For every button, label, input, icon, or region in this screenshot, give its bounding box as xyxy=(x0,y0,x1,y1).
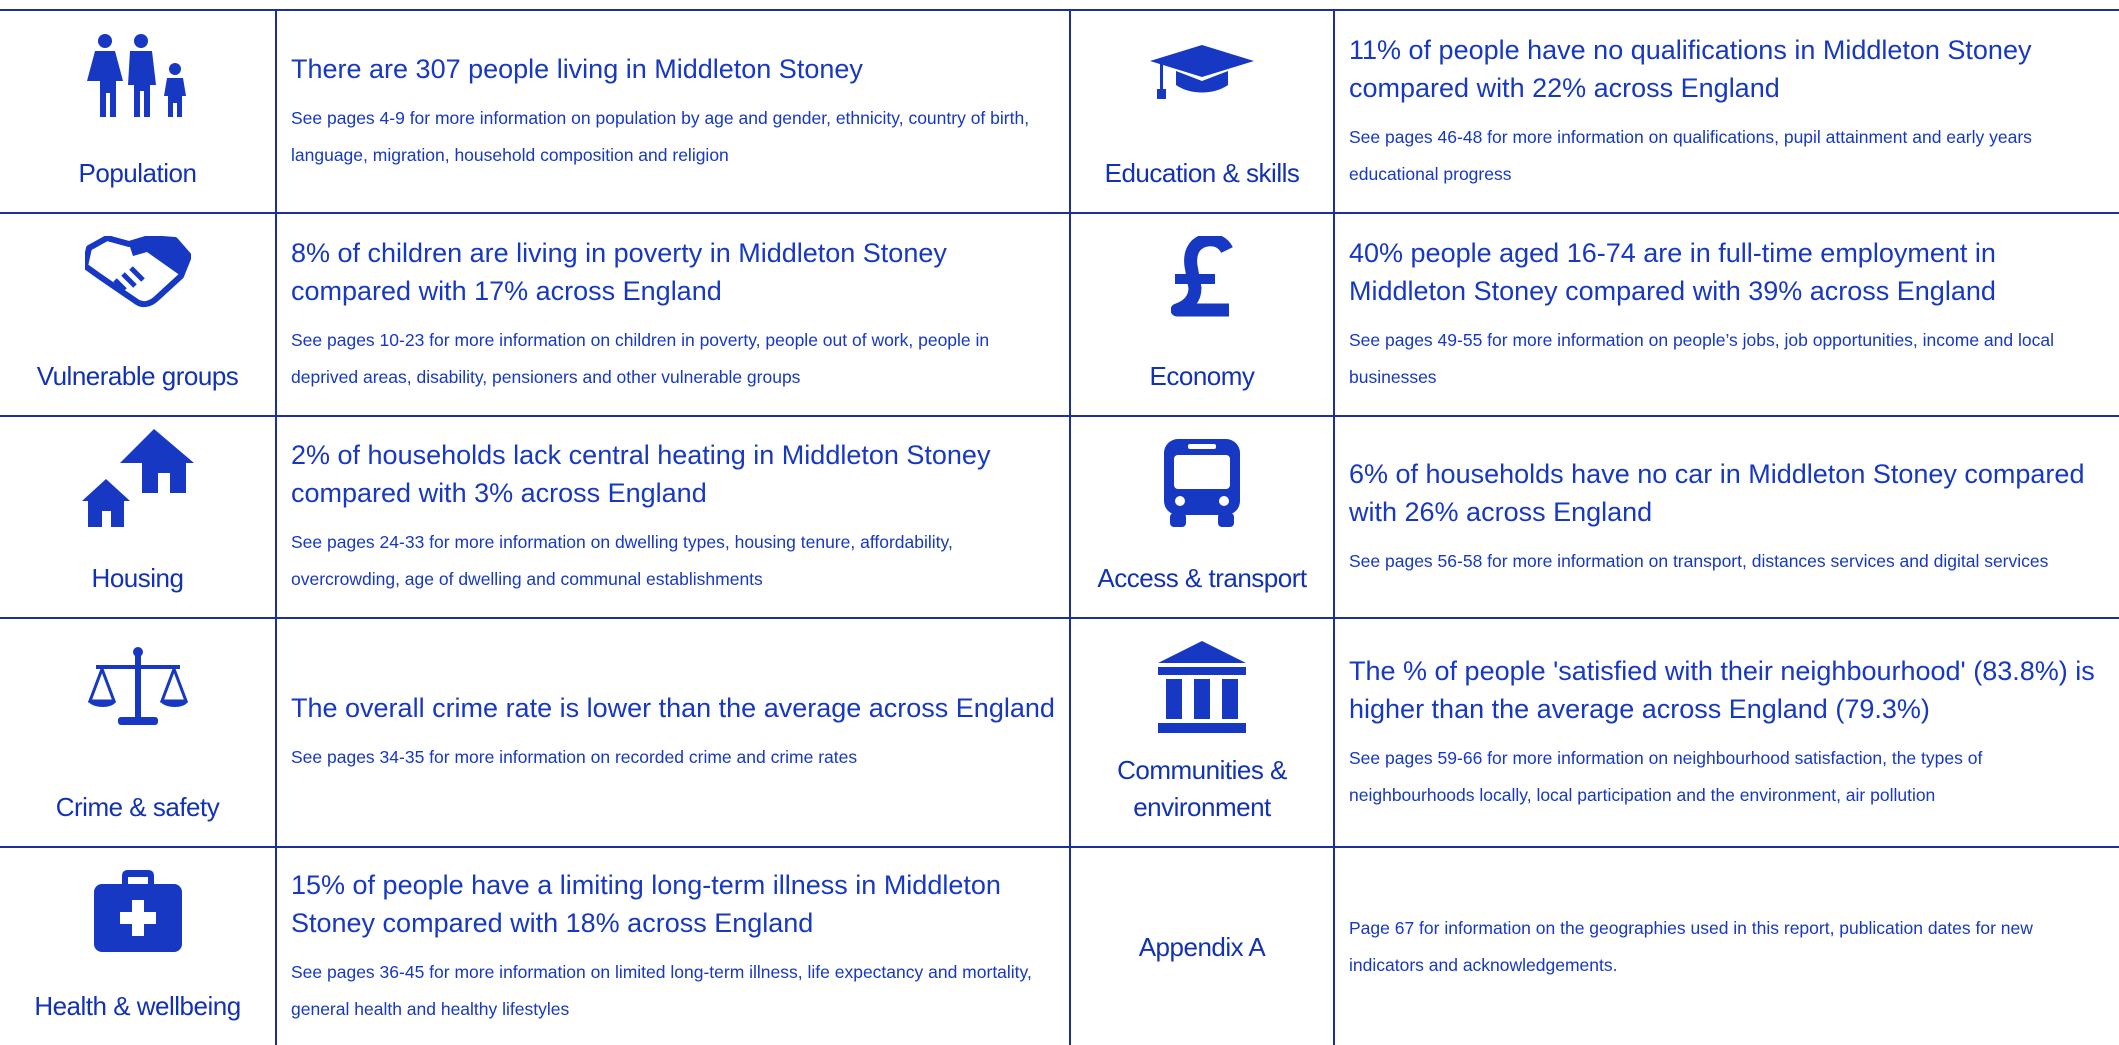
section-label: Economy xyxy=(1149,361,1255,391)
detail: See pages 46-48 for more information on … xyxy=(1349,126,2032,184)
bus-icon xyxy=(1164,439,1240,527)
section-label: Health & wellbeing xyxy=(34,991,241,1021)
icon-cell: Health & wellbeing xyxy=(0,848,277,1045)
handshake-icon xyxy=(84,236,191,308)
medical-icon xyxy=(93,870,182,952)
text-cell: 2% of households lack central heating in… xyxy=(277,417,1071,619)
detail: See pages 36-45 for more information on … xyxy=(291,961,1032,1019)
icon-cell: Communities & environment xyxy=(1071,619,1335,848)
section-label: Education & skills xyxy=(1104,158,1300,188)
section-label: Housing xyxy=(91,563,184,593)
icon-cell: Access & transport xyxy=(1071,417,1335,619)
detail: See pages 24-33 for more information on … xyxy=(291,532,953,589)
pound-icon xyxy=(1171,236,1233,317)
text-cell: There are 307 people living in Middleton… xyxy=(277,11,1071,214)
section-label: Communities & environment xyxy=(1117,755,1287,822)
icon-cell: Appendix A xyxy=(1071,848,1335,1045)
headline: 8% of children are living in poverty in … xyxy=(291,237,947,306)
detail: Page 67 for information on the geographi… xyxy=(1349,917,2033,975)
headline: The overall crime rate is lower than the… xyxy=(291,693,1055,723)
education-icon xyxy=(1150,45,1254,99)
headline: There are 307 people living in Middleton… xyxy=(291,53,863,84)
text-cell: Page 67 for information on the geographi… xyxy=(1335,848,2119,1045)
icon-cell: Crime & safety xyxy=(0,619,277,848)
icon-cell: Housing xyxy=(0,417,277,619)
population-icon xyxy=(86,34,186,117)
headline: The % of people 'satisfied with their ne… xyxy=(1349,655,2095,724)
headline: 6% of households have no car in Middleto… xyxy=(1349,458,2085,527)
headline: 40% people aged 16-74 are in full-time e… xyxy=(1349,237,1996,306)
detail: See pages 49-55 for more information on … xyxy=(1349,329,2054,387)
detail: See pages 10-23 for more information on … xyxy=(291,329,990,387)
detail: See pages 34-35 for more information on … xyxy=(291,747,858,767)
icon-cell: Education & skills xyxy=(1071,11,1335,214)
text-cell: 6% of households have no car in Middleto… xyxy=(1335,417,2119,619)
building-icon xyxy=(1158,641,1246,733)
icon-cell: Population xyxy=(0,11,277,214)
summary-grid: Population There are 307 people living i… xyxy=(0,9,2119,1045)
text-cell: 15% of people have a limiting long-term … xyxy=(277,848,1071,1045)
text-cell: The overall crime rate is lower than the… xyxy=(277,619,1071,848)
icon-cell: Economy xyxy=(1071,214,1335,417)
text-cell: 40% people aged 16-74 are in full-time e… xyxy=(1335,214,2119,417)
headline: 2% of households lack central heating in… xyxy=(291,440,991,508)
section-label: Population xyxy=(78,158,197,188)
detail: See pages 4-9 for more information on po… xyxy=(291,107,1030,165)
text-cell: 11% of people have no qualifications in … xyxy=(1335,11,2119,214)
section-label: Crime & safety xyxy=(55,792,220,822)
scales-icon xyxy=(87,647,188,725)
section-label: Access & transport xyxy=(1097,563,1307,593)
section-label: Vulnerable groups xyxy=(36,361,239,391)
text-cell: The % of people 'satisfied with their ne… xyxy=(1335,619,2119,848)
headline: 15% of people have a limiting long-term … xyxy=(291,869,1001,938)
text-cell: 8% of children are living in poverty in … xyxy=(277,214,1071,417)
housing-icon xyxy=(81,429,194,527)
detail: See pages 59-66 for more information on … xyxy=(1349,747,1983,805)
headline: 11% of people have no qualifications in … xyxy=(1349,34,2032,103)
section-label: Appendix A xyxy=(1138,932,1266,962)
icon-cell: Vulnerable groups xyxy=(0,214,277,417)
detail: See pages 56-58 for more information on … xyxy=(1349,550,2049,571)
